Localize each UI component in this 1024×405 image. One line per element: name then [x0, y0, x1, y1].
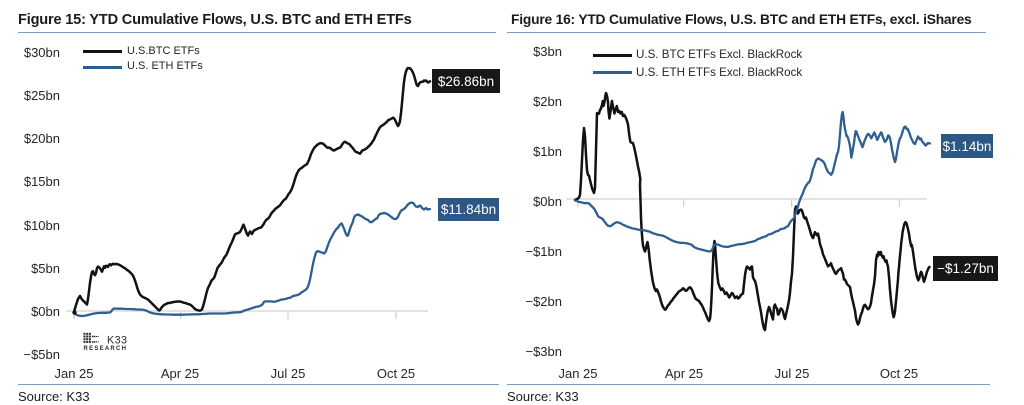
svg-text:RESEARCH: RESEARCH: [84, 346, 128, 352]
svg-text:K33: K33: [107, 335, 127, 347]
